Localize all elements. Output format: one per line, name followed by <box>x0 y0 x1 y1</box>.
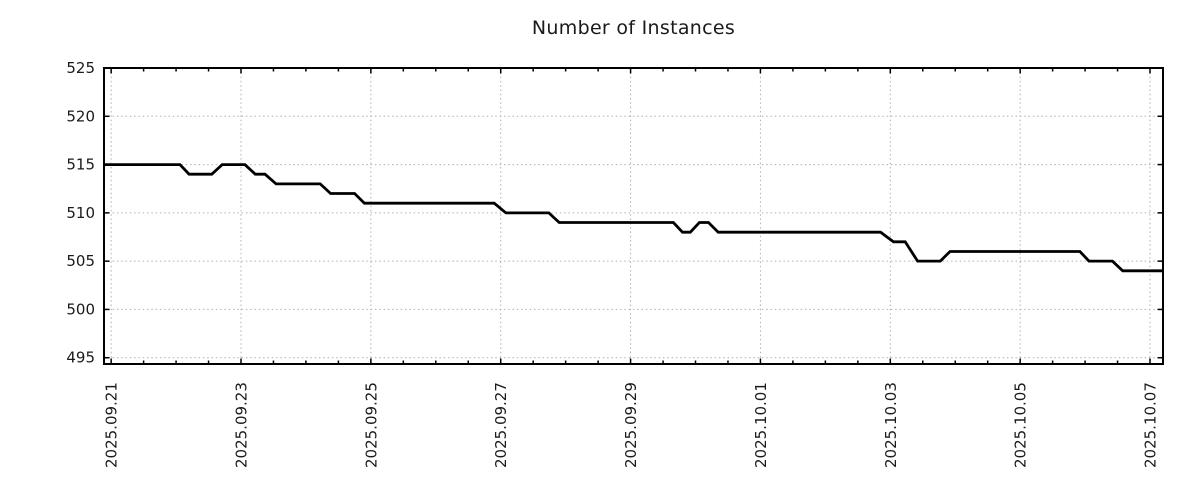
y-tick-label: 505 <box>66 252 95 270</box>
y-tick-label: 515 <box>66 156 95 174</box>
y-tick-label: 525 <box>66 59 95 77</box>
y-tick-label: 510 <box>66 204 95 222</box>
x-tick-label: 2025.10.05 <box>1012 382 1030 468</box>
x-tick-label: 2025.09.21 <box>103 382 121 468</box>
x-tick-label: 2025.09.25 <box>362 382 380 468</box>
plot-border <box>103 67 1164 365</box>
chart-title: Number of Instances <box>531 17 736 39</box>
x-tick-label: 2025.10.07 <box>1142 382 1160 468</box>
y-tick-label: 520 <box>66 107 95 125</box>
x-tick-label: 2025.10.03 <box>882 382 900 468</box>
x-tick-label: 2025.09.23 <box>233 382 251 468</box>
data-line <box>104 163 1163 273</box>
x-tick-label: 2025.09.27 <box>492 382 510 468</box>
y-tick-label: 500 <box>66 300 95 318</box>
x-tick-label: 2025.09.29 <box>622 382 640 468</box>
y-tick-label: 495 <box>66 349 95 367</box>
x-tick-label: 2025.10.01 <box>752 382 770 468</box>
